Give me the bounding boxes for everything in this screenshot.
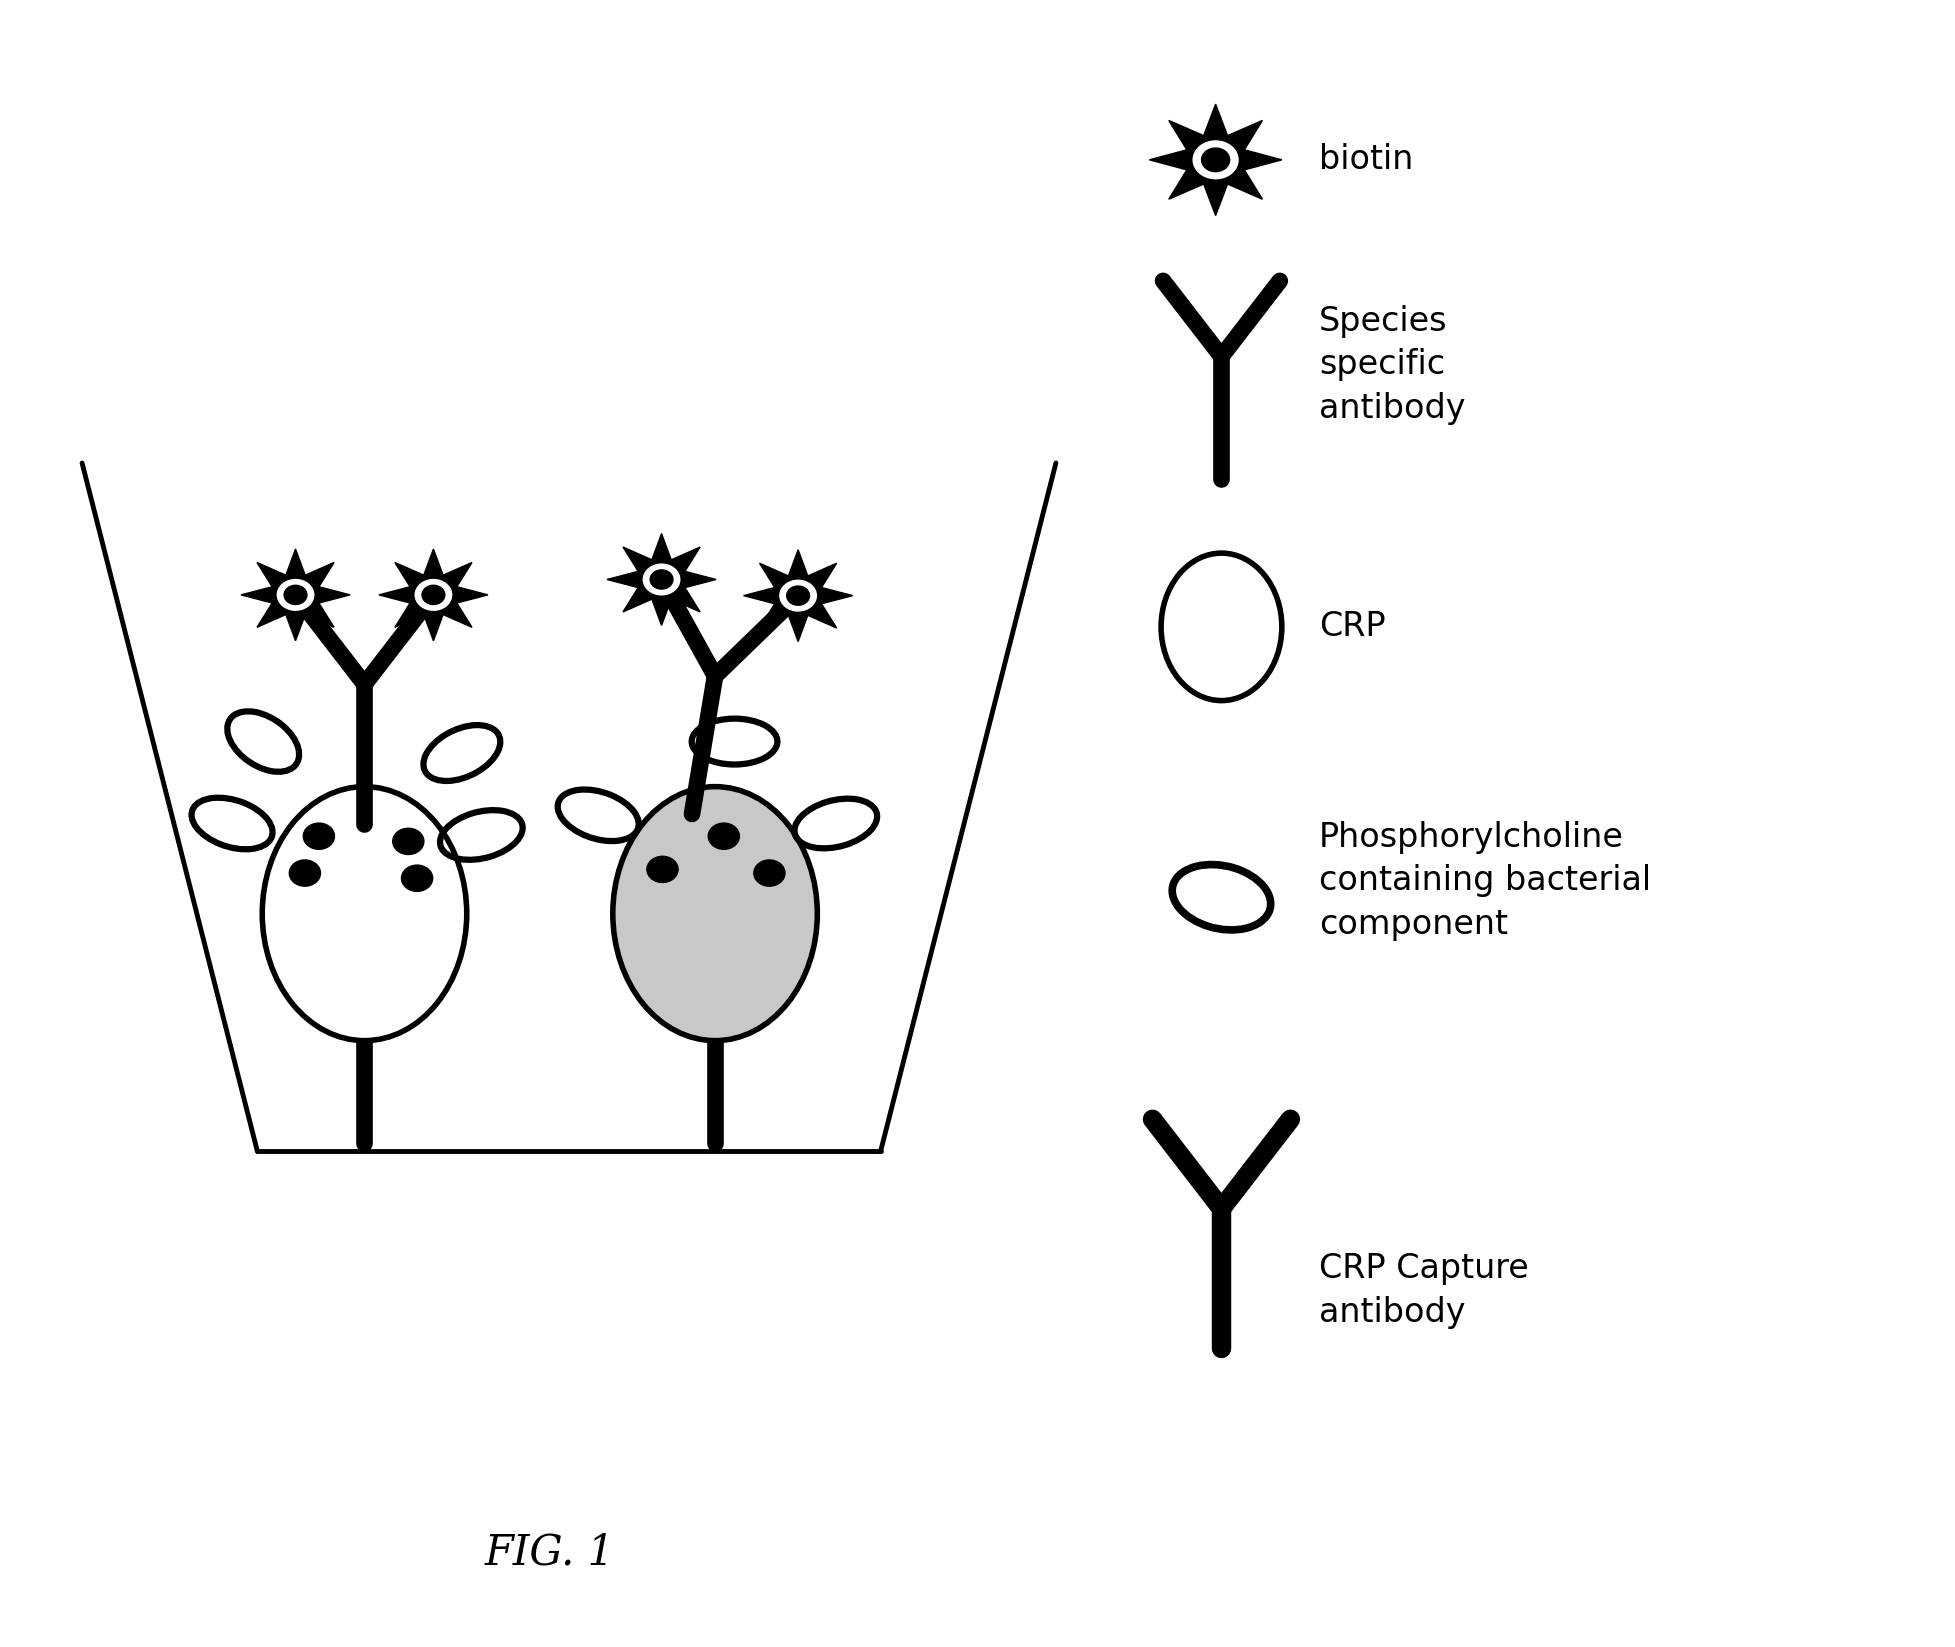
Ellipse shape bbox=[262, 787, 467, 1041]
Circle shape bbox=[780, 580, 815, 611]
Circle shape bbox=[414, 580, 452, 611]
Circle shape bbox=[289, 860, 321, 886]
Polygon shape bbox=[379, 548, 487, 641]
Circle shape bbox=[753, 860, 784, 886]
Ellipse shape bbox=[612, 787, 817, 1041]
Text: biotin: biotin bbox=[1318, 143, 1413, 176]
Text: Species
specific
antibody: Species specific antibody bbox=[1318, 305, 1464, 425]
Polygon shape bbox=[240, 548, 350, 641]
Circle shape bbox=[278, 580, 313, 611]
Text: CRP: CRP bbox=[1318, 611, 1384, 644]
Circle shape bbox=[1200, 148, 1230, 171]
Text: CRP Capture
antibody: CRP Capture antibody bbox=[1318, 1252, 1527, 1329]
Polygon shape bbox=[743, 550, 852, 642]
Text: FIG. 1: FIG. 1 bbox=[485, 1532, 614, 1573]
Circle shape bbox=[786, 586, 809, 604]
Circle shape bbox=[643, 565, 680, 595]
Polygon shape bbox=[606, 534, 716, 626]
Circle shape bbox=[647, 856, 678, 883]
Circle shape bbox=[422, 585, 444, 604]
Circle shape bbox=[393, 828, 424, 855]
Polygon shape bbox=[1150, 104, 1281, 216]
Circle shape bbox=[1193, 142, 1238, 180]
Circle shape bbox=[303, 824, 334, 850]
Text: Phosphorylcholine
containing bacterial
component: Phosphorylcholine containing bacterial c… bbox=[1318, 820, 1650, 940]
Circle shape bbox=[401, 865, 432, 891]
Circle shape bbox=[708, 824, 739, 850]
Circle shape bbox=[649, 570, 673, 590]
Circle shape bbox=[283, 585, 307, 604]
